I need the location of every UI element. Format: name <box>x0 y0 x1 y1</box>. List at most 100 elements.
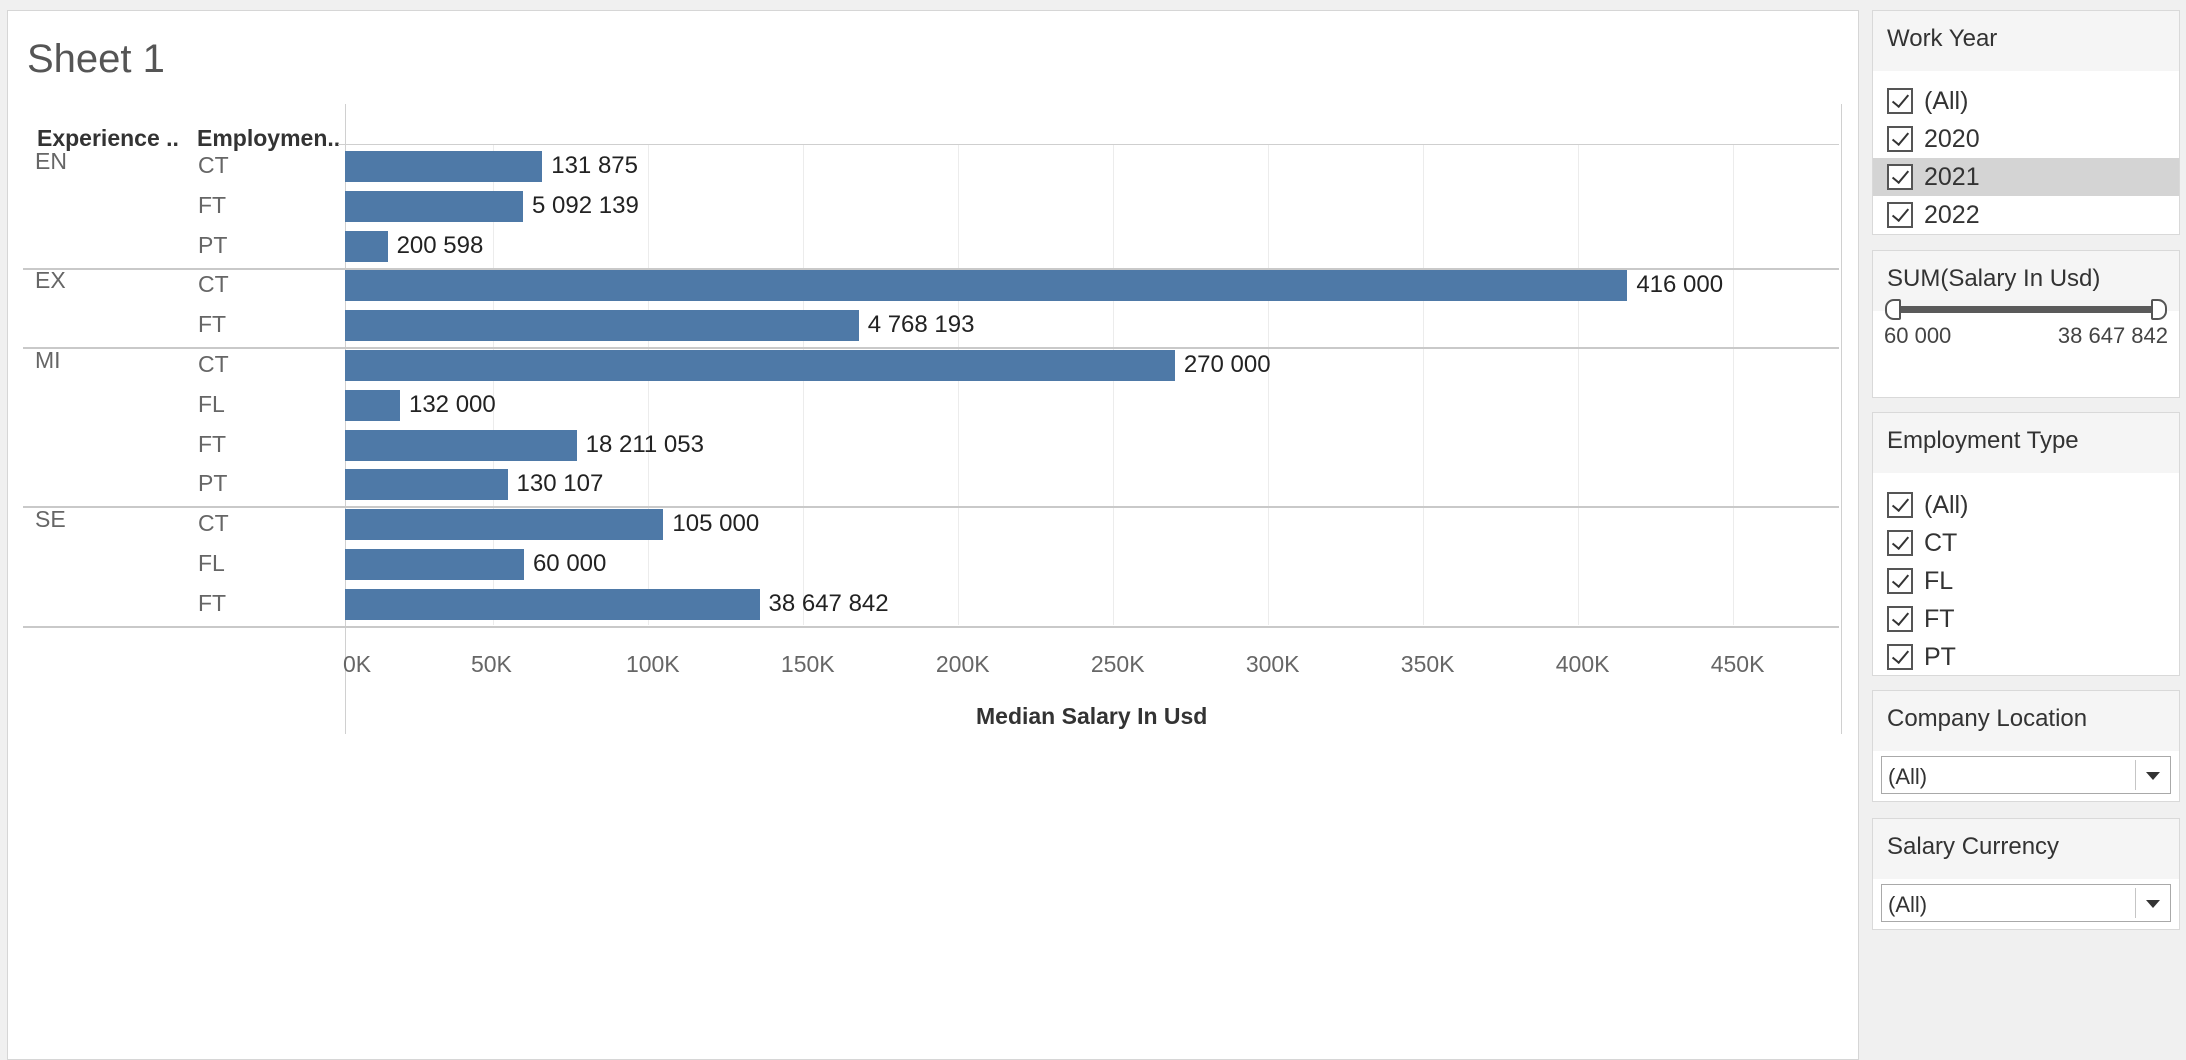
salary-range-filter: SUM(Salary In Usd) 60 000 38 647 842 <box>1872 250 2180 398</box>
chevron-down-icon[interactable] <box>2146 772 2160 780</box>
bar-value-label: 416 000 <box>1636 271 1724 299</box>
filter-option-label: 2022 <box>1924 200 1980 229</box>
x-tick-label: 100K <box>625 651 680 677</box>
salary-currency-title: Salary Currency <box>1873 819 2179 879</box>
pane-right-border <box>1841 104 1842 734</box>
bar[interactable] <box>345 389 400 421</box>
filter-option-2020[interactable]: 2020 <box>1873 120 2179 158</box>
range-max-handle[interactable] <box>2151 299 2167 320</box>
company-location-dropdown[interactable]: (All) <box>1881 756 2171 794</box>
group-divider <box>23 625 1839 628</box>
filter-option-2021[interactable]: 2021 <box>1873 158 2179 196</box>
bar-value-label: 4 768 193 <box>867 311 975 339</box>
bar[interactable] <box>345 429 577 461</box>
filter-option-label: 2021 <box>1924 162 1980 191</box>
employment-label: FT <box>198 430 227 457</box>
header-employment[interactable]: Employmen.. <box>197 125 341 151</box>
bar-value-label: 270 000 <box>1183 351 1271 378</box>
group-divider <box>23 347 1839 350</box>
checkbox[interactable] <box>1887 164 1913 190</box>
employment-label: FL <box>198 390 225 417</box>
bar[interactable] <box>345 190 524 222</box>
dropdown-separator <box>2135 888 2136 918</box>
checkbox[interactable] <box>1887 606 1913 632</box>
bar[interactable] <box>345 588 760 620</box>
checkbox[interactable] <box>1887 568 1913 594</box>
range-min-handle[interactable] <box>1885 299 1901 320</box>
gridline <box>492 144 494 625</box>
gridline <box>802 144 804 625</box>
bar-value-label: 38 647 842 <box>768 589 889 617</box>
dropdown-separator <box>2135 760 2136 790</box>
range-min-value: 60 000 <box>1884 323 1952 348</box>
header-experience[interactable]: Experience .. <box>37 125 179 151</box>
range-values: 60 000 38 647 842 <box>1873 311 2179 351</box>
work-year-filter: Work Year (All) 2020 2021 2022 <box>1872 10 2180 235</box>
x-axis-title: Median Salary In Usd <box>976 703 1208 729</box>
sheet-title: Sheet 1 <box>27 37 165 81</box>
employment-label: CT <box>198 152 229 178</box>
x-tick-label: 400K <box>1555 651 1610 677</box>
bar[interactable] <box>345 151 543 182</box>
filter-option-label: 2020 <box>1924 124 1980 153</box>
checkbox[interactable] <box>1887 492 1913 518</box>
company-location-filter: Company Location (All) <box>1872 690 2180 802</box>
salary-currency-dropdown[interactable]: (All) <box>1881 884 2171 922</box>
chevron-down-icon[interactable] <box>2146 900 2160 908</box>
employment-label: FT <box>198 311 227 338</box>
checkbox[interactable] <box>1887 202 1913 228</box>
salary-currency-filter: Salary Currency (All) <box>1872 818 2180 930</box>
filter-option-2022[interactable]: 2022 <box>1873 196 2179 234</box>
salary-currency-value: (All) <box>1888 892 1928 917</box>
filter-option-all[interactable]: (All) <box>1873 82 2179 120</box>
bar-value-label: 60 000 <box>532 550 607 577</box>
employment-type-filter: Employment Type (All) CT FL FT PT <box>1872 412 2180 676</box>
checkbox[interactable] <box>1887 644 1913 670</box>
bar-value-label: 131 875 <box>551 152 638 179</box>
range-max-value: 38 647 842 <box>2057 323 2168 348</box>
bar[interactable] <box>345 549 524 580</box>
employment-label: PT <box>198 231 228 258</box>
experience-label: MI <box>35 347 61 373</box>
filter-option-label: PT <box>1924 642 1956 671</box>
employment-label: CT <box>198 510 229 537</box>
x-tick-label: 0K <box>343 651 372 677</box>
range-slider-track[interactable] <box>1891 306 2161 313</box>
filter-option-label: (All) <box>1924 490 1969 519</box>
gridline <box>1422 144 1424 625</box>
filter-option-pt[interactable]: PT <box>1873 638 2179 676</box>
bar-value-label: 130 107 <box>516 470 604 498</box>
checkbox[interactable] <box>1887 126 1913 152</box>
bar-value-label: 132 000 <box>408 390 496 418</box>
x-tick-label: 300K <box>1245 651 1300 677</box>
experience-label: EX <box>35 267 66 294</box>
bar-value-label: 105 000 <box>672 510 760 538</box>
employment-label: PT <box>198 470 228 497</box>
checkbox[interactable] <box>1887 530 1913 556</box>
bar-value-label: 200 598 <box>396 231 484 259</box>
bar[interactable] <box>345 230 388 262</box>
filter-option-label: (All) <box>1924 86 1969 115</box>
bar[interactable] <box>345 509 664 541</box>
filter-option-ct[interactable]: CT <box>1873 524 2179 562</box>
filter-option-label: FL <box>1924 566 1954 595</box>
checkbox[interactable] <box>1887 88 1913 114</box>
employment-type-title: Employment Type <box>1873 413 2179 473</box>
bar[interactable] <box>345 350 1175 381</box>
bar[interactable] <box>345 270 1628 302</box>
bar[interactable] <box>345 310 859 342</box>
gridline <box>1267 144 1269 625</box>
worksheet: Sheet 1 Experience .. Employmen.. CT 131 … <box>7 10 1859 1060</box>
x-tick-label: 150K <box>780 651 835 677</box>
filter-option-fl[interactable]: FL <box>1873 562 2179 600</box>
experience-label: SE <box>35 506 66 533</box>
group-divider <box>23 267 1839 270</box>
x-tick-label: 50K <box>470 651 512 677</box>
group-divider <box>23 506 1839 509</box>
filter-option-ft[interactable]: FT <box>1873 600 2179 638</box>
employment-label: FT <box>198 589 227 616</box>
x-tick-label: 350K <box>1400 651 1455 677</box>
x-tick-label: 200K <box>935 651 990 677</box>
bar[interactable] <box>345 469 508 501</box>
filter-option-all[interactable]: (All) <box>1873 486 2179 524</box>
